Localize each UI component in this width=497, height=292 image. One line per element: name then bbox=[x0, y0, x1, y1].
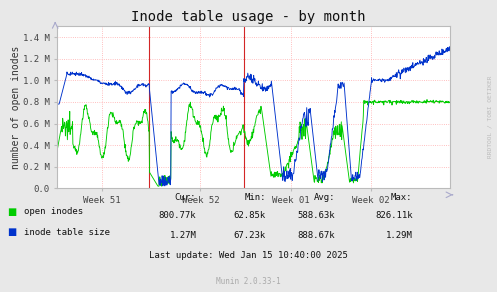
Text: 1.27M: 1.27M bbox=[169, 231, 196, 240]
Text: ■: ■ bbox=[7, 207, 17, 217]
Text: 588.63k: 588.63k bbox=[298, 211, 335, 220]
Text: Max:: Max: bbox=[391, 193, 413, 202]
Text: Avg:: Avg: bbox=[314, 193, 335, 202]
Text: Cur:: Cur: bbox=[175, 193, 196, 202]
Text: inode table size: inode table size bbox=[24, 228, 110, 237]
Text: RRDTOOL / TOBI OETIKER: RRDTOOL / TOBI OETIKER bbox=[487, 76, 492, 158]
Text: Last update: Wed Jan 15 10:40:00 2025: Last update: Wed Jan 15 10:40:00 2025 bbox=[149, 251, 348, 260]
Text: Min:: Min: bbox=[245, 193, 266, 202]
Text: 800.77k: 800.77k bbox=[159, 211, 196, 220]
Text: Inode table usage - by month: Inode table usage - by month bbox=[131, 10, 366, 24]
Text: 826.11k: 826.11k bbox=[375, 211, 413, 220]
Text: 888.67k: 888.67k bbox=[298, 231, 335, 240]
Text: open inodes: open inodes bbox=[24, 207, 83, 216]
Text: ■: ■ bbox=[7, 227, 17, 237]
Text: 67.23k: 67.23k bbox=[234, 231, 266, 240]
Text: 62.85k: 62.85k bbox=[234, 211, 266, 220]
Text: Munin 2.0.33-1: Munin 2.0.33-1 bbox=[216, 277, 281, 286]
Y-axis label: number of open inodes: number of open inodes bbox=[11, 46, 21, 169]
Text: 1.29M: 1.29M bbox=[386, 231, 413, 240]
